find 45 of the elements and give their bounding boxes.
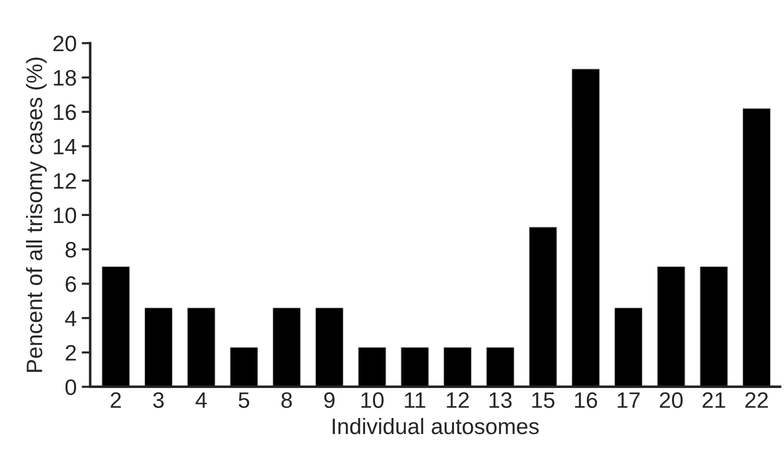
bar [186,307,216,387]
bar [528,226,558,387]
x-tick-label: 8 [281,392,292,408]
y-tick-label: 20 [53,36,76,52]
y-tick-label: 14 [54,138,76,154]
bar [571,68,600,387]
bar [656,266,686,387]
x-tick-label: 12 [446,392,469,408]
x-tick-label: 13 [490,392,512,408]
bar [358,346,386,387]
y-tick-label: 0 [65,379,76,396]
bar [614,307,643,387]
x-tick-label: 4 [196,392,207,408]
y-tick-label: 8 [66,242,76,258]
bar [230,346,258,387]
y-tick-label: 4 [65,310,76,326]
x-tick-label: 17 [618,392,640,408]
y-tick-label: 10 [54,208,76,224]
bar [700,266,728,387]
bar [315,307,344,387]
bar [443,346,472,387]
bar [102,266,130,387]
bar [144,307,173,387]
x-tick-label: 10 [361,392,384,408]
x-tick-label: 16 [575,392,598,408]
y-axis-title: Pencent of all trisomy cases (%) [26,58,47,372]
y-tick-label: 12 [54,173,76,189]
y-tick-label: 16 [54,104,76,120]
x-tick-label: 15 [532,392,554,408]
x-tick-label: 5 [238,392,250,408]
bar [742,108,771,387]
x-tick-label: 21 [702,392,726,408]
bar [486,346,514,387]
y-tick-label: 2 [66,344,76,360]
y-tick-label: 18 [54,70,76,86]
y-tick-label: 6 [66,276,76,292]
x-tick-label: 22 [745,392,768,408]
x-tick-label: 2 [110,392,121,408]
bar [272,307,301,387]
bar [400,346,430,387]
x-tick-label: 3 [153,392,164,408]
x-tick-label: 9 [324,392,335,408]
x-axis-title: Individual autosomes [332,418,539,434]
x-tick-label: 20 [660,392,683,408]
x-tick-label: 11 [404,392,426,408]
